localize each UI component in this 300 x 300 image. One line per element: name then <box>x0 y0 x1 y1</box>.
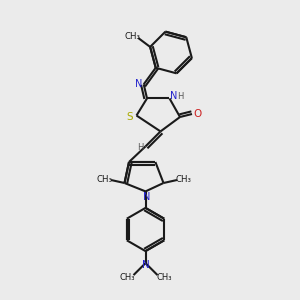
Text: CH₃: CH₃ <box>96 175 112 184</box>
Text: H: H <box>177 92 184 101</box>
Text: N: N <box>143 192 150 202</box>
Text: N: N <box>135 79 142 89</box>
Text: H: H <box>137 143 143 152</box>
Text: N: N <box>170 91 178 101</box>
Text: CH₃: CH₃ <box>156 273 172 282</box>
Text: CH₃: CH₃ <box>125 32 141 41</box>
Text: N: N <box>142 260 149 270</box>
Text: CH₃: CH₃ <box>176 175 192 184</box>
Text: O: O <box>193 109 202 119</box>
Text: CH₃: CH₃ <box>119 273 135 282</box>
Text: S: S <box>127 112 133 122</box>
